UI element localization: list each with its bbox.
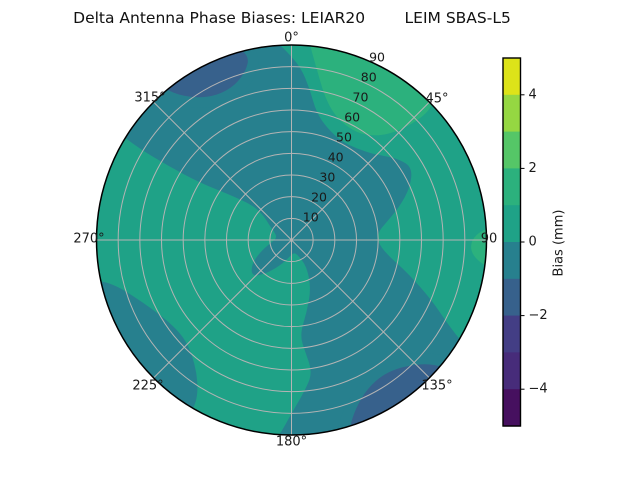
- grid-spoke-135: [291, 239, 430, 379]
- radial-tick-label-60: 60: [344, 109, 360, 124]
- colorbar-segment-3: [503, 168, 521, 206]
- angle-tick-label-90: 90: [481, 232, 498, 247]
- radial-tick-label-20: 20: [311, 190, 327, 205]
- colorbar-segment-9: [503, 389, 521, 427]
- radial-tick-label-50: 50: [336, 129, 352, 144]
- colorbar-segment-4: [503, 205, 521, 243]
- colorbar: 4 2 0 −2 −4 Bias (mm): [502, 57, 567, 427]
- radial-tick-label-80: 80: [361, 69, 377, 84]
- angle-tick-label-135: 135°: [421, 379, 452, 394]
- angle-tick-label-0: 0°: [284, 31, 299, 46]
- grid-spoke-225: [153, 239, 292, 379]
- colorbar-tick-label-2: 2: [529, 161, 537, 176]
- radial-tick-label-90: 90: [369, 49, 385, 64]
- colorbar-tick-label--4: −4: [529, 382, 548, 397]
- angle-tick-label-225: 225°: [132, 379, 163, 394]
- chart-title: Delta Antenna Phase Biases: LEIAR20 LEIM…: [73, 9, 511, 27]
- colorbar-tick-label--2: −2: [529, 308, 548, 323]
- contour-region-north-mint-patch: [308, 45, 435, 136]
- colorbar-segment-7: [503, 315, 521, 353]
- polar-grid: [96, 45, 487, 435]
- colorbar-segment-2: [503, 131, 521, 169]
- radial-tick-label-70: 70: [353, 89, 369, 104]
- polar-outline: [95, 44, 488, 436]
- contour-region-southwest-darkteal-arc: [96, 281, 198, 414]
- radial-tick-label-10: 10: [303, 210, 319, 225]
- angle-tick-label-270: 270°: [73, 232, 104, 247]
- colorbar-axis-label: Bias (mm): [552, 210, 567, 277]
- colorbar-tick-label-0: 0: [529, 235, 537, 250]
- colorbar-tick-label-4: 4: [529, 87, 537, 102]
- grid-spoke-315: [153, 101, 292, 241]
- colorbar-segment-5: [503, 242, 521, 280]
- colorbar-segment-0: [503, 58, 521, 96]
- angle-tick-label-180: 180°: [276, 435, 307, 450]
- angle-tick-label-45: 45°: [425, 92, 448, 107]
- grid-spoke-45: [291, 101, 430, 241]
- angle-tick-label-315: 315°: [134, 91, 165, 106]
- colorbar-segment-8: [503, 352, 521, 390]
- colorbar-segment-6: [503, 278, 521, 317]
- colorbar-segment-1: [503, 94, 521, 133]
- radial-tick-label-40: 40: [328, 149, 344, 164]
- radial-tick-label-30: 30: [319, 169, 335, 184]
